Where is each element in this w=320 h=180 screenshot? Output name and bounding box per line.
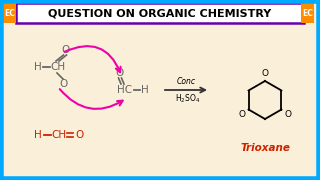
Text: EC: EC bbox=[4, 8, 15, 17]
Text: CH: CH bbox=[52, 130, 67, 140]
Text: H$_2$SO$_4$: H$_2$SO$_4$ bbox=[175, 93, 201, 105]
Text: O: O bbox=[76, 130, 84, 140]
FancyBboxPatch shape bbox=[3, 3, 16, 23]
Text: O: O bbox=[285, 110, 292, 119]
Text: QUESTION ON ORGANIC CHEMISTRY: QUESTION ON ORGANIC CHEMISTRY bbox=[48, 8, 272, 19]
Text: Trioxane: Trioxane bbox=[240, 143, 290, 153]
Text: O: O bbox=[116, 68, 124, 78]
FancyBboxPatch shape bbox=[301, 3, 314, 23]
Text: EC: EC bbox=[302, 8, 313, 17]
FancyBboxPatch shape bbox=[16, 3, 304, 23]
Text: H: H bbox=[34, 62, 42, 72]
Text: O: O bbox=[261, 69, 268, 78]
Text: O: O bbox=[61, 45, 69, 55]
Text: CH: CH bbox=[51, 62, 66, 72]
Text: HC: HC bbox=[117, 85, 132, 95]
Text: H: H bbox=[34, 130, 42, 140]
Text: O: O bbox=[59, 79, 67, 89]
Text: O: O bbox=[238, 110, 245, 119]
Text: H: H bbox=[141, 85, 149, 95]
Text: Conc: Conc bbox=[176, 78, 196, 87]
